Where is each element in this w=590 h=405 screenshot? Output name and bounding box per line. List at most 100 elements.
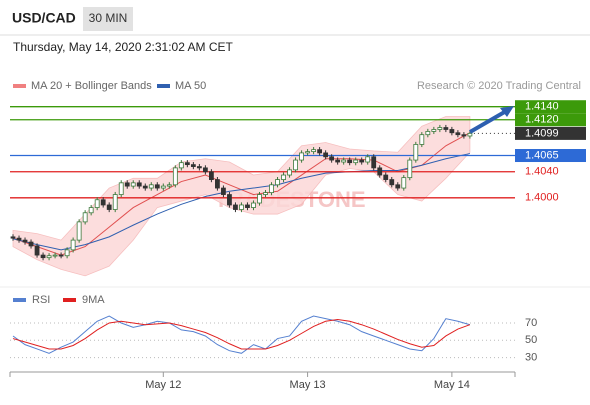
candle-body xyxy=(413,144,419,161)
candle-body xyxy=(76,221,82,241)
candle-body xyxy=(58,254,64,257)
x-tick-label: May 14 xyxy=(434,379,470,391)
candle-body xyxy=(196,166,202,169)
candle-body xyxy=(305,151,310,154)
candle-body xyxy=(389,179,395,186)
candle-body xyxy=(431,129,437,132)
candle-body xyxy=(353,159,359,164)
x-tick-label: May 13 xyxy=(290,379,326,391)
candle-body xyxy=(94,199,100,208)
candle-body xyxy=(184,162,190,166)
candle-body xyxy=(335,159,341,163)
candle-body xyxy=(70,239,76,251)
candle-body xyxy=(269,184,274,194)
candle-body xyxy=(22,239,28,243)
arrow-head xyxy=(500,106,514,117)
candle-body xyxy=(46,255,52,259)
level-label: 1.4065 xyxy=(525,149,559,161)
source: Research © 2020 Trading Central xyxy=(417,80,581,92)
timeframe-button[interactable] xyxy=(83,7,133,31)
level-box xyxy=(515,126,586,140)
candle-body xyxy=(221,187,226,195)
candle-body xyxy=(311,149,317,153)
candle-body xyxy=(317,149,323,154)
candle-body xyxy=(40,254,46,259)
candle-body xyxy=(202,167,208,173)
candle-body xyxy=(64,249,70,257)
candle-body xyxy=(407,159,413,179)
level-label: 1.4000 xyxy=(525,192,559,204)
legend-swatch xyxy=(13,298,26,302)
y-tick-label: 50 xyxy=(525,334,537,346)
legend-swatch xyxy=(13,84,26,88)
candle-body xyxy=(293,159,298,171)
candle-body xyxy=(124,182,130,187)
candle-body xyxy=(275,179,280,186)
legend-label: RSI xyxy=(32,294,50,306)
candle-body xyxy=(172,167,178,186)
candle-body xyxy=(461,134,467,137)
candle-body xyxy=(395,184,401,189)
candle-body xyxy=(455,132,461,136)
symbol: USD/CAD xyxy=(12,10,76,26)
candle-body xyxy=(425,131,431,136)
candle-body xyxy=(419,134,425,145)
candle-body xyxy=(178,162,184,169)
legend-label: 9MA xyxy=(82,294,105,306)
candle-body xyxy=(281,174,286,180)
candle-body xyxy=(377,167,383,176)
candle-body xyxy=(88,207,94,214)
candle-body xyxy=(449,129,455,134)
candle-body xyxy=(112,194,118,210)
candle-body xyxy=(118,182,124,195)
candle-body xyxy=(227,194,232,206)
candle-body xyxy=(136,182,142,187)
candle-body xyxy=(34,245,40,256)
legend-swatch xyxy=(63,298,76,302)
indicator-line xyxy=(12,319,471,350)
candle-body xyxy=(233,204,238,210)
candle-body xyxy=(100,199,106,206)
candle-body xyxy=(106,204,112,210)
candle-body xyxy=(467,132,473,137)
candle-body xyxy=(437,127,443,130)
candle-body xyxy=(208,171,214,180)
indicator-line xyxy=(12,315,471,354)
candle-body xyxy=(365,156,371,163)
level-label: 1.4099 xyxy=(525,127,559,139)
candle-body xyxy=(257,194,262,204)
candle-body xyxy=(329,156,335,161)
candle-body xyxy=(52,254,58,257)
candle-body xyxy=(323,152,329,158)
legend-label: MA 20 + Bollinger Bands xyxy=(31,80,152,92)
candle-body xyxy=(190,164,196,167)
level-label: 1.4040 xyxy=(525,166,559,178)
candle-body xyxy=(160,185,166,189)
candle-body xyxy=(245,204,250,208)
candle-body xyxy=(287,169,292,176)
level-box xyxy=(515,100,586,114)
candle-body xyxy=(28,241,34,247)
timeframe[interactable]: 30 MIN xyxy=(89,11,128,25)
candle-body xyxy=(142,185,148,189)
y-tick-label: 70 xyxy=(525,317,537,329)
candle-body xyxy=(299,152,304,161)
forecast-arrow xyxy=(468,108,510,134)
candle-body xyxy=(10,236,16,239)
candle-body xyxy=(154,184,160,189)
bollinger-band xyxy=(12,116,471,277)
candle-body xyxy=(16,237,22,241)
candle-body xyxy=(359,159,365,163)
candle-body xyxy=(371,156,377,169)
candle-body xyxy=(148,184,154,189)
candle-body xyxy=(383,174,389,180)
datetime: Thursday, May 14, 2020 2:31:02 AM CET xyxy=(13,40,234,54)
candle-body xyxy=(251,202,256,208)
level-box xyxy=(515,113,586,127)
candle-body xyxy=(130,182,136,187)
candle-body xyxy=(341,159,347,163)
level-label: 1.4120 xyxy=(525,114,559,126)
legend-swatch xyxy=(157,84,170,88)
x-tick-label: May 12 xyxy=(145,379,181,391)
